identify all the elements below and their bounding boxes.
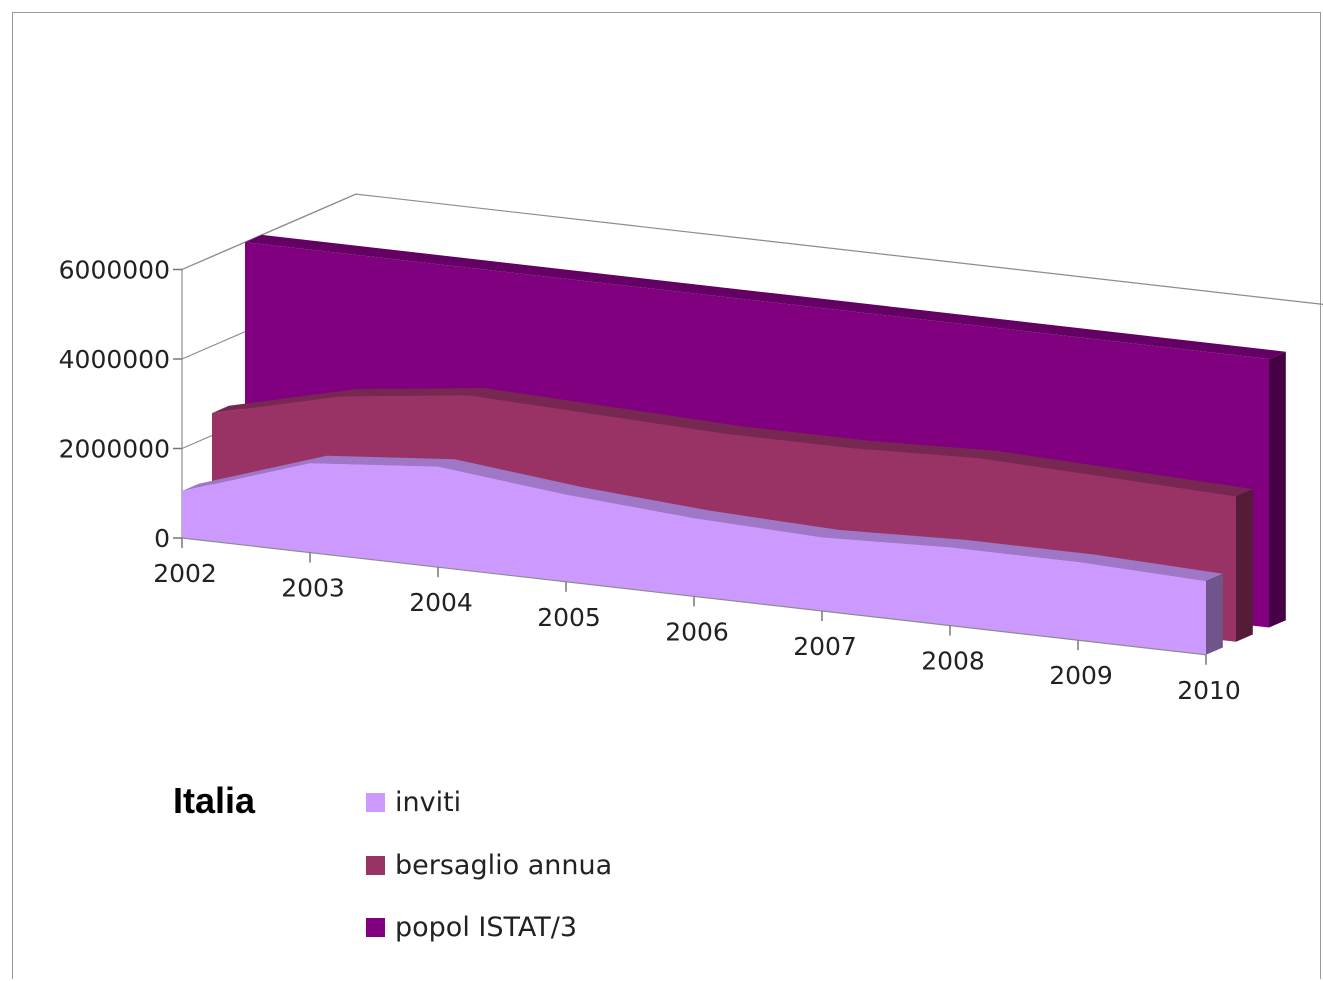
x-tick-labels: 2002 2003 2004 2005 2006 2007 2008 2009 2010 bbox=[153, 538, 1241, 705]
y-tick-labels: 0 2000000 4000000 6000000 bbox=[59, 256, 182, 553]
y-tick-label-0: 0 bbox=[154, 524, 170, 553]
series-layer bbox=[182, 234, 1286, 655]
chart-title: Italia bbox=[173, 780, 256, 821]
legend-swatch-popol-istat bbox=[366, 917, 385, 937]
x-tick-label-2005: 2005 bbox=[537, 603, 601, 632]
legend-label-popol-istat: popol ISTAT/3 bbox=[395, 911, 578, 943]
legend-item-bersaglio-annua: bersaglio annua bbox=[366, 849, 613, 881]
legend-item-popol-istat: popol ISTAT/3 bbox=[366, 911, 578, 943]
series-end-cap bbox=[1269, 351, 1286, 628]
series-top-surface bbox=[182, 455, 1223, 581]
gridline-6000000 bbox=[181, 193, 357, 271]
series-front-face bbox=[182, 463, 1206, 655]
series-top-surface bbox=[212, 388, 1253, 497]
x-tick-label-2010: 2010 bbox=[1177, 676, 1241, 705]
x-tick-label-2006: 2006 bbox=[665, 617, 729, 646]
x-tick-label-2008: 2008 bbox=[921, 647, 985, 676]
x-tick-label-2003: 2003 bbox=[281, 574, 345, 603]
legend-label-bersaglio-annua: bersaglio annua bbox=[395, 849, 613, 881]
y-tick-label-4000000: 4000000 bbox=[59, 345, 170, 374]
series-top-surface bbox=[245, 234, 1286, 359]
legend-item-inviti: inviti bbox=[366, 786, 462, 818]
x-tick-label-2007: 2007 bbox=[793, 632, 857, 661]
legend-swatch-inviti bbox=[366, 792, 385, 812]
series-end-cap bbox=[1236, 489, 1253, 642]
x-tick-label-2002: 2002 bbox=[153, 559, 217, 588]
legend-label-inviti: inviti bbox=[395, 786, 462, 818]
legend-swatch-bersaglio-annua bbox=[366, 855, 385, 875]
x-tick-label-2004: 2004 bbox=[409, 588, 473, 617]
y-tick-label-6000000: 6000000 bbox=[59, 256, 170, 285]
x-tick-label-2009: 2009 bbox=[1049, 661, 1113, 690]
series-inviti bbox=[182, 455, 1223, 655]
series-end-cap bbox=[1206, 573, 1223, 655]
y-tick-label-2000000: 2000000 bbox=[59, 435, 170, 464]
